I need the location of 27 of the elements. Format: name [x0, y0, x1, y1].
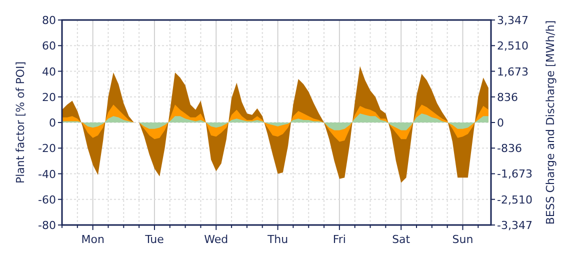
y-tick-label: -20 — [38, 142, 56, 156]
y-tick-label: -60 — [38, 193, 56, 206]
y-tick-label: 0 — [49, 116, 56, 130]
x-tick-label: Mon — [81, 233, 104, 246]
x-tick-label: Tue — [144, 233, 164, 246]
y2-tick-label: -3,347 — [497, 219, 532, 232]
y-tick-label: -80 — [38, 219, 56, 232]
x-tick-label: Wed — [204, 233, 228, 246]
y2-axis-title: BESS Charge and Discharge [MWh/h] — [544, 20, 557, 225]
y2-tick-label: -2,510 — [497, 193, 532, 206]
y2-tick-label: 1,673 — [497, 65, 528, 78]
y-tick-label: 80 — [42, 14, 56, 27]
y2-tick-label: 0 — [497, 116, 504, 130]
y-tick-label: 20 — [42, 90, 56, 104]
y2-tick-label: 3,347 — [497, 14, 528, 27]
x-tick-label: Thu — [266, 233, 288, 246]
y2-tick-label: -836 — [497, 142, 522, 156]
y-axis-title: Plant factor [% of POI] — [14, 61, 27, 184]
y-tick-label: 60 — [42, 40, 56, 53]
x-tick-label: Sat — [392, 233, 411, 246]
y2-tick-label: -1,673 — [497, 168, 532, 181]
y-tick-label: 40 — [42, 65, 56, 78]
y2-tick-label: 836 — [497, 90, 518, 104]
y2-tick-label: 2,510 — [497, 40, 528, 53]
x-tick-label: Sun — [452, 233, 474, 246]
y-tick-label: -40 — [38, 168, 56, 181]
x-tick-label: Fri — [332, 233, 346, 246]
